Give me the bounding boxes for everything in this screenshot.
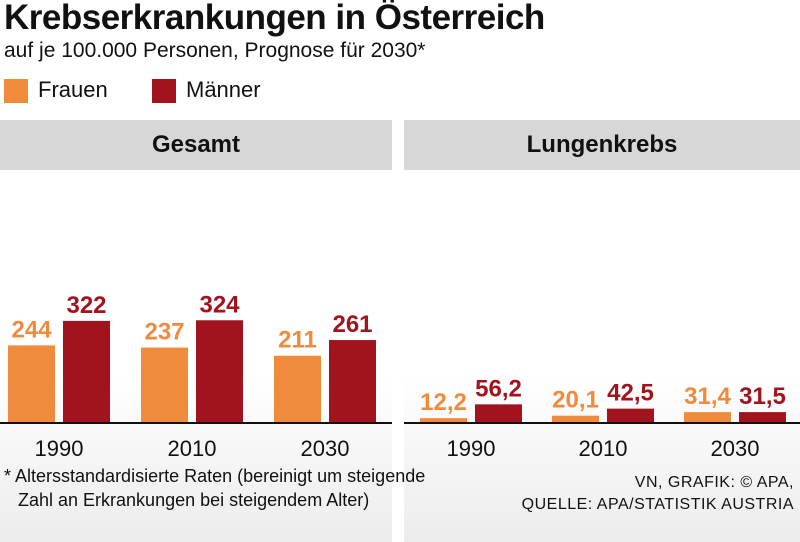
data-label-lungenkrebs-maenner-1990: 56,2 bbox=[475, 375, 522, 402]
bar-lungenkrebs-maenner-2030 bbox=[739, 412, 786, 422]
plot-area-lungenkrebs bbox=[404, 170, 800, 542]
data-label-lungenkrebs-frauen-1990: 12,2 bbox=[420, 389, 467, 416]
bar-gesamt-frauen-2010 bbox=[141, 347, 188, 422]
bar-lungenkrebs-frauen-2010 bbox=[552, 415, 599, 422]
legend-label-frauen: Frauen bbox=[38, 77, 108, 102]
panel-gesamt: Gesamt 244 322 1990 237 324 2010 211 261 2030 bbox=[0, 120, 392, 542]
bar-gesamt-frauen-2030 bbox=[274, 355, 321, 422]
x-tick-label-gesamt-2030: 2030 bbox=[301, 436, 350, 461]
bar-gesamt-maenner-2030 bbox=[329, 340, 376, 422]
chart-title: Krebserkrankungen in Österreich bbox=[4, 0, 545, 37]
panel-lungenkrebs: Lungenkrebs 12,2 56,2 1990 20,1 42,5 2010 31,4… bbox=[404, 120, 800, 542]
credit-line-1: VN, GRAFIK: © APA, bbox=[634, 474, 794, 491]
x-tick-label-lungenkrebs-2030: 2030 bbox=[711, 436, 760, 461]
panel-title-lungenkrebs: Lungenkrebs bbox=[404, 120, 800, 170]
data-label-gesamt-maenner-1990: 322 bbox=[66, 292, 106, 319]
footnote: * Altersstandardisierte Raten (bereinigt… bbox=[4, 464, 425, 512]
credit-line-2: QUELLE: APA/STATISTIK AUSTRIA bbox=[521, 496, 794, 513]
legend-swatch-frauen bbox=[4, 79, 28, 103]
data-label-lungenkrebs-frauen-2030: 31,4 bbox=[684, 383, 731, 410]
chart-lungenkrebs: 12,2 56,2 1990 20,1 42,5 2010 31,4 31,5 2030 bbox=[404, 375, 800, 461]
footnote-line-2: Zahl an Erkrankungen bei steigendem Alte… bbox=[18, 490, 370, 510]
bar-lungenkrebs-maenner-1990 bbox=[475, 404, 522, 422]
legend-label-maenner: Männer bbox=[186, 77, 261, 102]
bar-lungenkrebs-maenner-2010 bbox=[607, 408, 654, 422]
footnote-line-1: * Altersstandardisierte Raten (bereinigt… bbox=[4, 466, 426, 486]
bar-gesamt-frauen-1990 bbox=[8, 345, 55, 422]
data-label-lungenkrebs-frauen-2010: 20,1 bbox=[552, 387, 599, 414]
bar-gesamt-maenner-2010 bbox=[196, 320, 243, 422]
legend-swatch-maenner bbox=[152, 79, 176, 103]
data-label-gesamt-maenner-2030: 261 bbox=[332, 311, 372, 338]
data-label-lungenkrebs-maenner-2010: 42,5 bbox=[607, 380, 654, 407]
data-label-gesamt-frauen-2030: 211 bbox=[278, 327, 317, 354]
data-label-lungenkrebs-maenner-2030: 31,5 bbox=[739, 383, 786, 410]
source-credit: VN, GRAFIK: © APA, QUELLE: APA/STATISTIK… bbox=[522, 472, 794, 516]
data-label-gesamt-frauen-1990: 244 bbox=[11, 316, 52, 343]
data-label-gesamt-maenner-2010: 324 bbox=[199, 291, 240, 318]
panel-title-gesamt: Gesamt bbox=[0, 120, 392, 170]
chart-subtitle: auf je 100.000 Personen, Prognose für 20… bbox=[4, 39, 426, 62]
x-tick-label-gesamt-1990: 1990 bbox=[35, 436, 84, 461]
x-tick-label-gesamt-2010: 2010 bbox=[168, 436, 217, 461]
data-label-gesamt-frauen-2010: 237 bbox=[144, 319, 184, 346]
bar-lungenkrebs-frauen-2030 bbox=[684, 412, 731, 422]
x-tick-label-lungenkrebs-1990: 1990 bbox=[447, 436, 496, 461]
bar-lungenkrebs-frauen-1990 bbox=[420, 418, 467, 422]
bar-gesamt-maenner-1990 bbox=[63, 320, 110, 422]
x-tick-label-lungenkrebs-2010: 2010 bbox=[579, 436, 628, 461]
chart-gesamt: 244 322 1990 237 324 2010 211 261 2030 bbox=[0, 291, 392, 461]
